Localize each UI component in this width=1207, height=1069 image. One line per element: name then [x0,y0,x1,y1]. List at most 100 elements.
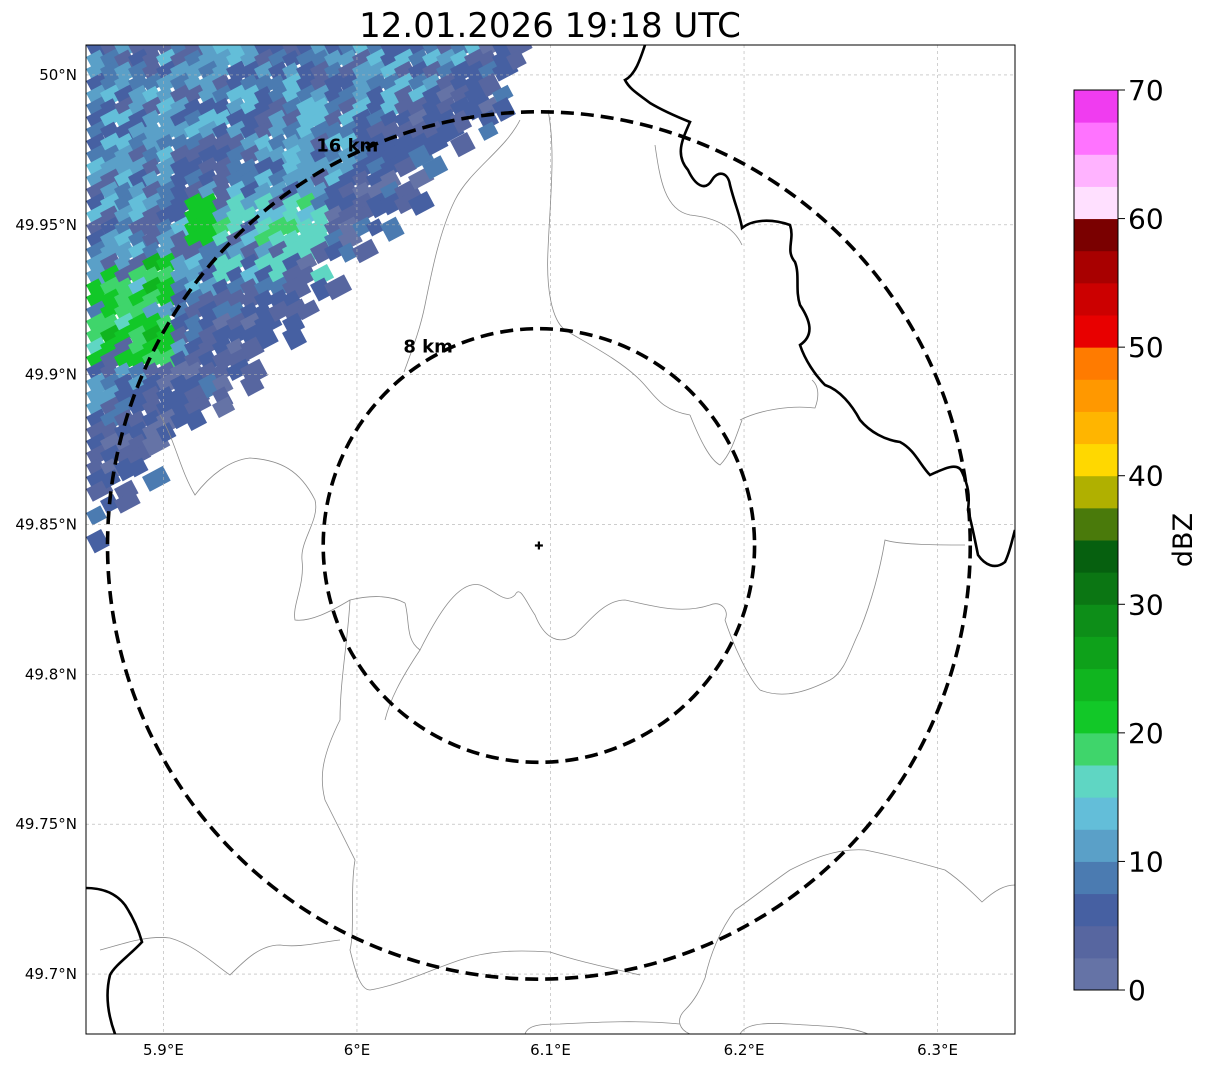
reflectivity-bin [100,48,124,71]
reflectivity-bin [170,108,194,131]
reflectivity-bin [86,71,110,94]
colorbar-segment [1074,507,1118,541]
range-ring-16km [105,110,973,981]
reflectivity-bin [309,107,334,130]
reflectivity-bin [268,133,290,154]
colorbar-segment [1074,90,1118,123]
lat-tick-label: 49.85°N [15,516,77,534]
reflectivity-bin [422,60,445,82]
reflectivity-bin [394,156,417,178]
colorbar-segment [1074,282,1118,316]
reflectivity-bin [492,45,515,58]
reflectivity-bin [478,96,502,119]
regional-boundary-line [159,414,406,621]
reflectivity-bin [183,83,208,104]
latitude-tick-labels: 50°N 49.95°N 49.9°N 49.85°N 49.8°N 49.75°N 49.… [15,66,77,983]
reflectivity-bin [226,253,246,273]
colorbar-segment [1074,379,1118,412]
reflectivity-bin [253,73,276,96]
reflectivity-bin [170,84,193,106]
reflectivity-bin [156,72,179,93]
reflectivity-bin [351,238,379,264]
colorbar-segment [1074,475,1118,509]
reflectivity-bin [254,60,277,82]
colorbar-segment [1074,250,1118,284]
reflectivity-bin [324,109,346,130]
reflectivity-bin [113,144,139,167]
colorbar-segment [1074,347,1118,380]
reflectivity-bin [127,325,149,345]
reflectivity-bin [114,45,140,59]
reflectivity-bin [86,396,110,418]
colorbar-segment [1074,668,1118,702]
colorbar-segment [1074,636,1118,670]
regional-boundary-line [704,849,1015,979]
reflectivity-bin [183,288,208,310]
reflectivity-bin [478,121,499,141]
colorbar-segment [1074,700,1118,734]
reflectivity-bin [211,108,234,130]
colorbar-segment [1074,829,1118,862]
reflectivity-bin [156,228,180,250]
reflectivity-bin [114,490,141,514]
colorbar-segment [1074,893,1118,927]
reflectivity-bin [296,252,318,273]
reflectivity-bin [408,131,432,153]
reflectivity-bin [254,289,275,310]
reflectivity-bin [184,393,212,417]
colorbar-tick-label: 40 [1128,460,1164,493]
colorbar-tick-label: 30 [1128,588,1164,621]
reflectivity-bin [114,241,137,263]
regional-boundary-line [403,119,521,373]
regional-boundary-line [739,1023,869,1034]
reflectivity-bin [128,84,150,105]
lon-tick-label: 5.9°E [143,1041,184,1059]
reflectivity-bin [184,408,208,432]
reflectivity-bin [309,240,334,265]
reflectivity-bin [324,71,348,93]
reflectivity-bin [324,132,346,152]
reflectivity-bin [239,336,265,361]
reflectivity-bin [142,276,165,298]
reflectivity-bin [450,109,473,134]
reflectivity-bin [253,45,278,57]
reflectivity-bin [142,301,162,320]
reflectivity-bin [366,45,392,58]
colorbar-segment [1074,122,1118,155]
colorbar-tick-label: 50 [1128,331,1164,364]
colorbar-segment [1074,315,1118,348]
reflectivity-bin [100,300,122,320]
reflectivity-bin [324,96,347,117]
colorbar-segments [1074,90,1118,991]
lon-tick-label: 6.1°E [530,1041,571,1059]
regional-boundaries [99,109,1015,1034]
lat-tick-label: 49.95°N [15,216,77,234]
reflectivity-bin [240,372,265,397]
colorbar-tick-label: 10 [1128,845,1164,878]
reflectivity-bin [226,347,250,370]
colorbar-tick-label: 70 [1128,74,1164,107]
colorbar-segment [1074,572,1118,605]
figure-title: 12.01.2026 19:18 UTC [359,6,741,46]
reflectivity-bin [394,193,415,215]
reflectivity-bin [254,156,278,179]
regional-boundary-line [739,379,819,421]
reflectivity-bin [100,71,125,94]
reflectivity-bin [127,361,149,380]
reflectivity-bin [338,216,361,238]
reflectivity-bin [212,48,236,71]
colorbar-segment [1074,732,1118,766]
colorbar-label: dBZ [1168,513,1199,567]
lon-tick-label: 6.3°E [917,1041,958,1059]
regional-boundary-line [384,649,421,721]
reflectivity-bin [155,119,181,143]
reflectivity-bin [184,324,206,345]
reflectivity-bin [310,60,333,82]
reflectivity-bin [324,274,353,301]
reflectivity-bin [114,155,137,176]
reflectivity-bin [86,528,110,554]
colorbar-segment [1074,861,1118,895]
reflectivity-bin [324,145,345,165]
reflectivity-bin [128,264,150,286]
lat-tick-label: 49.75°N [15,815,77,833]
